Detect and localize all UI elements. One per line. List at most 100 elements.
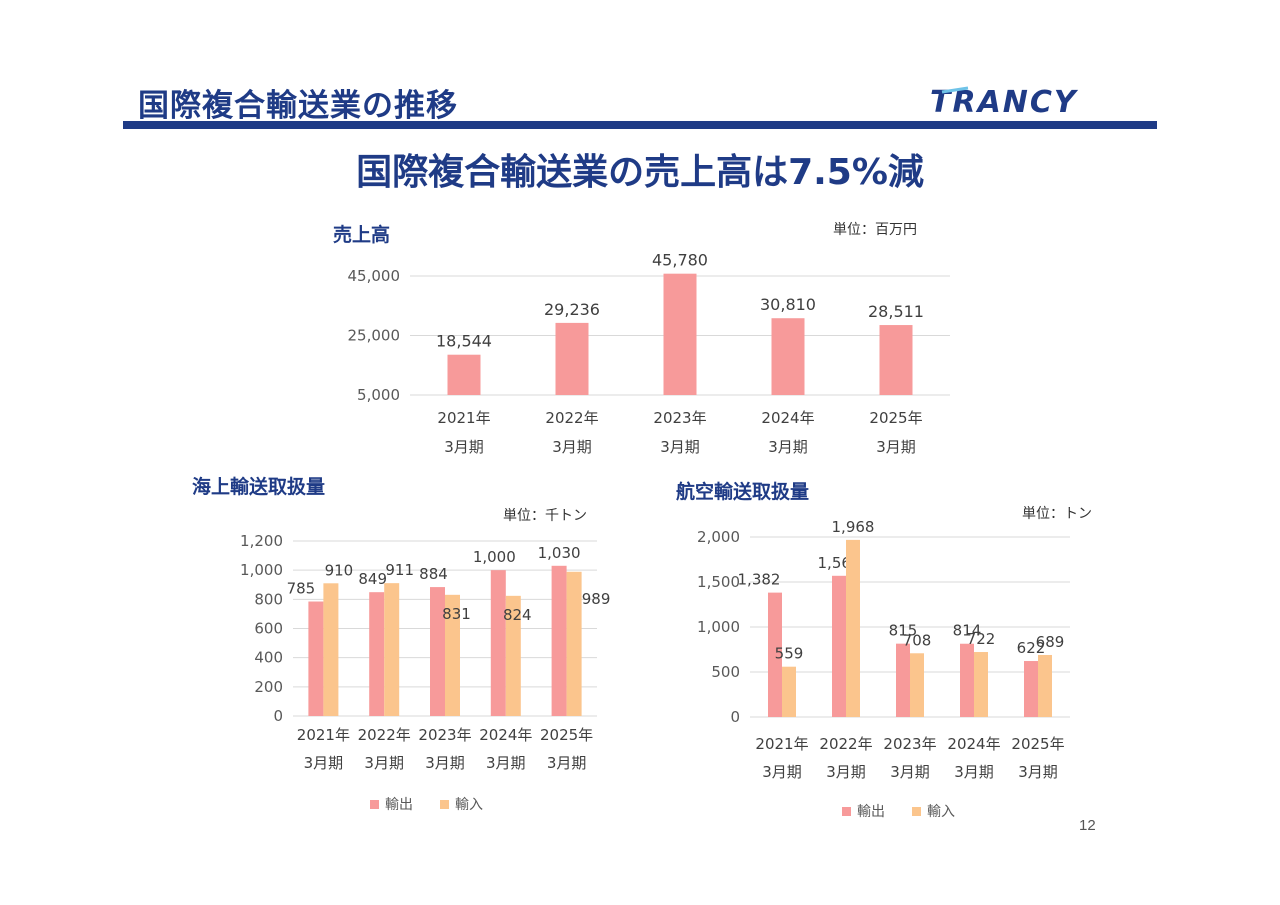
trancy-logo: TRANCY [928, 84, 1114, 122]
bar-import [566, 571, 582, 716]
bar-export [896, 643, 910, 717]
x-tick-label: 2022年 [819, 735, 872, 753]
bar [555, 322, 589, 395]
x-tick-label: 3月期 [954, 763, 994, 781]
x-tick-label: 3月期 [364, 754, 404, 772]
bar-import [974, 652, 988, 717]
page-number: 12 [1079, 817, 1096, 834]
data-label: 30,810 [760, 295, 816, 314]
bar-import [846, 539, 860, 717]
legend-label: 輸出 [857, 804, 885, 820]
headline: 国際複合輸送業の売上高は7.5%減 [356, 152, 924, 193]
sales-chart: 45,000 25,000 5,000 18,544 2021年 3月期 29,236 202… [348, 251, 950, 456]
bar-export [430, 587, 445, 716]
x-tick-label: 2024年 [947, 735, 1000, 753]
bar-import [384, 583, 400, 716]
data-label: 910 [325, 561, 354, 579]
y-tick-label: 45,000 [348, 267, 401, 285]
data-label: 815 [889, 622, 918, 640]
bar-export [308, 601, 324, 716]
data-label: 989 [582, 590, 611, 608]
legend-label: 輸入 [455, 797, 483, 813]
x-tick-label: 3月期 [486, 754, 526, 772]
sales-chart-title: 売上高 [333, 224, 391, 246]
bar-export [832, 575, 846, 717]
x-tick-label: 2025年 [540, 726, 593, 744]
data-label: 28,511 [868, 302, 924, 321]
bar-export [1024, 661, 1038, 717]
sea-freight-chart: 1,200 1,000 800 600 400 200 0 785 910 2021年 3月期 849… [240, 532, 611, 813]
data-label: 785 [287, 580, 316, 598]
data-label: 831 [442, 605, 471, 623]
y-tick-label: 5,000 [357, 386, 400, 404]
y-tick-label: 1,000 [240, 561, 283, 579]
x-tick-label: 2021年 [297, 726, 350, 744]
x-tick-label: 3月期 [890, 763, 930, 781]
x-tick-label: 2022年 [545, 409, 598, 427]
bar [879, 325, 913, 395]
y-tick-label: 800 [254, 590, 283, 608]
x-tick-label: 3月期 [547, 754, 587, 772]
x-tick-label: 3月期 [660, 438, 700, 456]
air-chart-unit: 単位：トン [1022, 506, 1092, 522]
x-tick-label: 3月期 [826, 763, 866, 781]
legend-swatch-export [370, 800, 379, 809]
data-label: 849 [358, 570, 387, 588]
legend-label: 輸出 [385, 797, 413, 813]
data-label: 708 [903, 631, 932, 649]
bar [771, 318, 805, 395]
sea-chart-title: 海上輸送取扱量 [192, 476, 326, 498]
sales-chart-unit: 単位：百万円 [833, 222, 917, 238]
x-tick-label: 3月期 [444, 438, 484, 456]
data-label: 1,000 [473, 548, 516, 566]
x-tick-label: 3月期 [304, 754, 344, 772]
y-tick-label: 1,000 [697, 618, 740, 636]
y-tick-label: 500 [711, 663, 740, 681]
data-label: 722 [967, 630, 996, 648]
data-label: 1,382 [738, 571, 781, 589]
x-tick-label: 2024年 [479, 726, 532, 744]
bar [663, 273, 697, 395]
y-tick-label: 400 [254, 649, 283, 667]
x-tick-label: 2023年 [883, 735, 936, 753]
x-tick-label: 3月期 [1018, 763, 1058, 781]
data-label: 29,236 [544, 300, 600, 319]
bar-export [551, 565, 567, 716]
bar-import [910, 653, 924, 717]
air-freight-chart: 2,0001,5001,00050001,3825592021年3月期1,569… [697, 518, 1070, 820]
data-label: 622 [1017, 639, 1046, 657]
data-label: 45,780 [652, 251, 708, 270]
x-tick-label: 2022年 [358, 726, 411, 744]
y-tick-label: 600 [254, 620, 283, 638]
x-tick-label: 2024年 [761, 409, 814, 427]
x-tick-label: 3月期 [876, 438, 916, 456]
y-tick-label: 2,000 [697, 528, 740, 546]
x-tick-label: 3月期 [762, 763, 802, 781]
bar-export [768, 592, 782, 717]
bar-export [490, 570, 506, 716]
data-label: 824 [503, 606, 532, 624]
x-tick-label: 3月期 [425, 754, 465, 772]
x-tick-label: 2023年 [653, 409, 706, 427]
y-tick-label: 1,500 [697, 573, 740, 591]
page-title: 国際複合輸送業の推移 [138, 88, 458, 124]
x-tick-label: 2025年 [1011, 735, 1064, 753]
x-tick-label: 2025年 [869, 409, 922, 427]
legend-label: 輸入 [927, 804, 955, 820]
x-tick-label: 3月期 [768, 438, 808, 456]
data-label: 1,030 [538, 544, 581, 562]
x-tick-label: 2021年 [437, 409, 490, 427]
data-label: 559 [775, 645, 804, 663]
bar-export [369, 592, 385, 716]
data-label: 689 [1036, 633, 1065, 651]
header-divider [123, 121, 1157, 129]
data-label: 814 [953, 622, 982, 640]
data-label: 1,968 [832, 518, 875, 536]
y-tick-label: 0 [730, 708, 740, 726]
x-tick-label: 3月期 [552, 438, 592, 456]
x-tick-label: 2021年 [755, 735, 808, 753]
bar [447, 354, 481, 395]
bar-import [782, 666, 796, 717]
air-chart-title: 航空輸送取扱量 [676, 481, 810, 503]
bar-import [323, 583, 339, 716]
